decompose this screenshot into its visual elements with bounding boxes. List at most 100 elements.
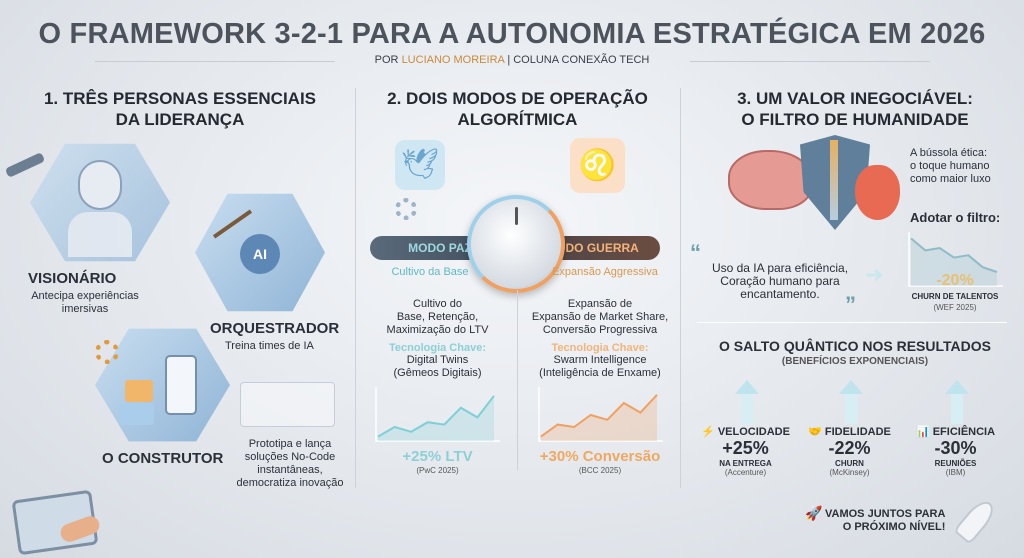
kpi-arrows-icon bbox=[797, 375, 902, 425]
persona-name: VISIONÁRIO bbox=[28, 270, 117, 287]
kpi-source: (Accenture) bbox=[724, 468, 767, 477]
heading-line: 2. DOIS MODOS DE OPERAÇÃO bbox=[387, 89, 648, 108]
brain-icon bbox=[728, 150, 813, 210]
body-line: Conversão Progressiva bbox=[542, 324, 658, 336]
persona-desc: Prototipa e lança soluções No-Code instant… bbox=[235, 438, 345, 490]
kpi-sub: NA ENTREGA bbox=[719, 459, 772, 468]
war-source: (BCC 2025) bbox=[578, 466, 622, 475]
kpi-card: 📊 EFICIÊNCIA -30% REUNIÕES (IBM) bbox=[903, 375, 1008, 477]
churn-decline-chart bbox=[908, 232, 1003, 287]
chart-area bbox=[911, 238, 997, 286]
desc-line: Antecipa experiências bbox=[31, 290, 139, 302]
persona-desc: Treina times de IA bbox=[225, 340, 314, 352]
bar-chart-icon: 📊 bbox=[915, 426, 930, 438]
visionary-illustration bbox=[30, 143, 170, 262]
telescope-icon bbox=[4, 152, 46, 178]
churn-value: -20% bbox=[936, 272, 974, 289]
tech-label: Tecnologia Chave: bbox=[389, 342, 486, 354]
open-quote-icon: “ bbox=[690, 240, 701, 265]
results-title: O SALTO QUÂNTICO NOS RESULTADOS bbox=[719, 338, 991, 354]
lion-icon: ♌ bbox=[570, 138, 625, 193]
chart-axis bbox=[375, 387, 500, 442]
quote-line: Coração humano para bbox=[720, 274, 840, 288]
heart-icon bbox=[855, 165, 900, 220]
kpi-value: +25% bbox=[722, 438, 769, 458]
war-result: +30% Conversão bbox=[539, 448, 661, 465]
rocket-icon: 🚀 bbox=[805, 505, 823, 521]
chart-axis bbox=[908, 232, 1003, 287]
kpi-arrows-icon bbox=[693, 375, 798, 425]
orchestrator-illustration: AI bbox=[195, 193, 325, 312]
compass-line: o toque humano bbox=[910, 160, 990, 172]
tech-name: Swarm Intelligence bbox=[553, 354, 647, 366]
heading-line: O FILTRO DE HUMANIDADE bbox=[741, 110, 969, 129]
quote-text: Uso da IA para eficiência, Coração humano… bbox=[690, 262, 870, 301]
chart-axis bbox=[538, 387, 663, 442]
war-description: Expansão de Expansão de Market Share, Conv… bbox=[520, 298, 680, 337]
kpi-label-text: VELOCIDADE bbox=[717, 426, 790, 438]
column-divider bbox=[680, 88, 681, 488]
column-name: | COLUNA CONEXÃO TECH bbox=[507, 54, 650, 66]
close-quote-icon: ” bbox=[845, 292, 856, 317]
desc-line: soluções No-Code bbox=[244, 451, 336, 463]
kpi-source: (McKinsey) bbox=[829, 468, 870, 477]
kpi-label-text: EFICIÊNCIA bbox=[932, 426, 996, 438]
persona-name: O CONSTRUTOR bbox=[102, 450, 224, 467]
war-technology: Tecnologia Chave: Swarm Intelligence (Inte… bbox=[520, 342, 680, 380]
body-line: Expansão de Market Share, bbox=[531, 311, 669, 323]
divider bbox=[95, 61, 335, 62]
lightning-icon: ⚡ bbox=[701, 426, 715, 438]
kpi-value: -22% bbox=[828, 438, 871, 458]
peace-growth-chart bbox=[375, 387, 500, 442]
persona-name: ORQUESTRADOR bbox=[210, 320, 340, 337]
adopt-filter-label: Adotar o filtro: bbox=[910, 210, 1001, 225]
body-line: Expansão de bbox=[567, 298, 633, 310]
peace-result: +25% LTV bbox=[402, 448, 473, 465]
peace-description: Cultivo do Base, Retenção, Maximização do … bbox=[365, 298, 510, 337]
churn-source: (WEF 2025) bbox=[933, 303, 977, 312]
heading-line: 3. UM VALOR INEGOCIÁVEL: bbox=[737, 89, 973, 108]
robot-body bbox=[68, 212, 132, 257]
heading-line: DA LIDERANÇA bbox=[115, 110, 245, 129]
body-line: Base, Retenção, bbox=[396, 311, 479, 323]
cta-text: VAMOS JUNTOS PARA O PRÓXIMO NÍVEL! bbox=[825, 508, 945, 534]
results-subtitle: (BENEFÍCIOS EXPONENCIAIS) bbox=[781, 356, 929, 367]
desc-line: Prototipa e lança bbox=[248, 438, 332, 450]
kpi-label: 📊 EFICIÊNCIA bbox=[903, 425, 1008, 438]
churn-label: CHURN DE TALENTOS bbox=[911, 292, 999, 301]
chart-line bbox=[910, 237, 998, 273]
quote-line: Uso da IA para eficiência, bbox=[711, 261, 849, 275]
desc-line: imersivas bbox=[61, 303, 109, 315]
chart-line bbox=[540, 394, 658, 438]
kpi-sub: REUNIÕES bbox=[934, 459, 977, 468]
peace-technology: Tecnologia Chave: Digital Twins (Gêmeos Di… bbox=[365, 342, 510, 380]
tech-name: Digital Twins bbox=[406, 354, 469, 366]
compass-line: A bússola ética: bbox=[910, 147, 988, 159]
by-prefix: POR bbox=[374, 54, 399, 66]
section-3-heading: 3. UM VALOR INEGOCIÁVEL: O FILTRO DE HUMA… bbox=[690, 88, 1020, 130]
gear-icon bbox=[395, 198, 417, 220]
desc-line: democratiza inovação bbox=[236, 477, 344, 489]
mode-dial[interactable] bbox=[467, 195, 565, 293]
gear-icon bbox=[95, 340, 119, 364]
block-icon bbox=[120, 403, 154, 425]
cta-line: VAMOS JUNTOS PARA bbox=[825, 508, 946, 520]
tech-name: (Inteligência de Enxame) bbox=[539, 367, 661, 379]
kpi-card: 🤝 FIDELIDADE -22% CHURN (McKinsey) bbox=[797, 375, 902, 477]
kpi-label: 🤝 FIDELIDADE bbox=[797, 425, 902, 438]
heading-line: ALGORÍTMICA bbox=[457, 110, 578, 129]
peace-mode-subtitle: Cultivo da Base bbox=[391, 266, 469, 278]
dove-icon: 🕊 bbox=[395, 140, 445, 190]
kpi-arrows-icon bbox=[903, 375, 1008, 425]
author: LUCIANO MOREIRA bbox=[401, 54, 505, 66]
kpi-sub: CHURN bbox=[835, 459, 864, 468]
column-divider bbox=[355, 88, 356, 488]
desc-line: instantâneas, bbox=[257, 464, 323, 476]
mode-divider bbox=[517, 290, 518, 470]
kpi-label: ⚡ VELOCIDADE bbox=[693, 425, 798, 438]
war-growth-chart bbox=[538, 387, 663, 442]
byline: POR LUCIANO MOREIRA | COLUNA CONEXÃO TEC… bbox=[0, 54, 1024, 66]
peace-source: (PwC 2025) bbox=[416, 466, 459, 475]
body-line: Maximização do LTV bbox=[386, 324, 489, 336]
kpi-source: (IBM) bbox=[945, 468, 966, 477]
